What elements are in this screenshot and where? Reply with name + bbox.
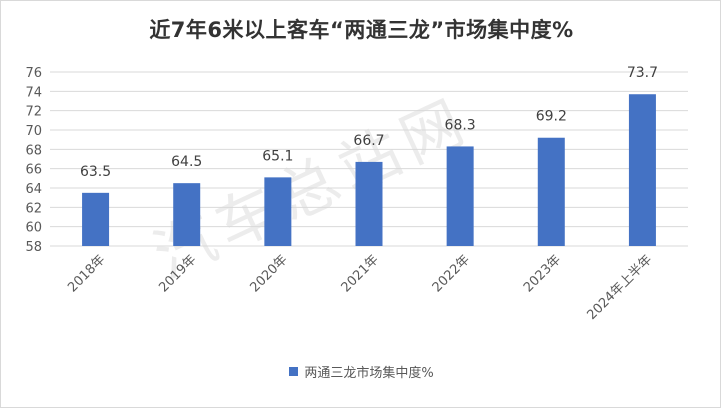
data-label: 69.2 [536,109,567,125]
y-tick-label: 62 [25,201,42,216]
x-tick-label: 2018年 [65,252,108,295]
x-tick-label: 2024年上半年 [584,252,655,323]
y-tick-label: 72 [25,105,42,120]
bar [82,192,110,246]
x-tick-label: 2021年 [339,252,382,295]
data-label: 65.1 [262,148,293,164]
y-tick-label: 60 [25,221,42,236]
y-tick-label: 76 [25,66,42,81]
x-tick-label: 2022年 [430,252,473,295]
y-tick-label: 66 [25,163,42,178]
data-label: 68.3 [445,117,476,133]
y-tick-label: 58 [25,240,42,255]
chart-title: 近7年6米以上客车“两通三龙”市场集中度% [149,18,574,42]
bar [628,94,656,246]
legend: 两通三龙市场集中度% [0,362,723,381]
bar [264,177,292,246]
bar [446,146,474,246]
data-label: 63.5 [80,164,111,180]
x-tick-label: 2019年 [156,252,199,295]
y-tick-label: 64 [25,182,42,197]
legend-label: 两通三龙市场集中度% [304,366,434,381]
bar [173,183,201,246]
data-label: 66.7 [353,133,384,149]
data-label: 64.5 [171,154,202,170]
bar [537,137,565,246]
bar [355,161,383,246]
y-tick-label: 68 [25,143,42,158]
x-tick-label: 2023年 [521,252,564,295]
legend-swatch [289,367,299,376]
data-label: 73.7 [627,65,658,81]
x-tick-label: 2020年 [247,252,290,295]
y-tick-label: 74 [25,85,42,100]
y-tick-label: 70 [25,124,42,139]
